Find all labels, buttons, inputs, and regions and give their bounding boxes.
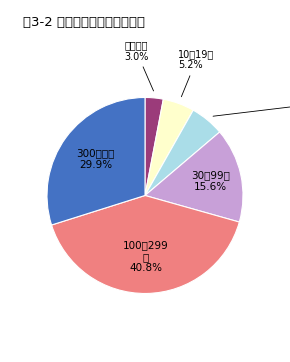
Wedge shape — [145, 110, 220, 195]
Text: 20～29人
5.6%: 20～29人 5.6% — [213, 93, 290, 116]
Text: 10～19人
5.2%: 10～19人 5.2% — [178, 49, 215, 97]
Wedge shape — [145, 97, 163, 195]
Text: 30～99人
15.6%: 30～99人 15.6% — [191, 171, 230, 192]
Wedge shape — [52, 195, 239, 294]
Wedge shape — [145, 132, 243, 222]
Text: 300人以上
29.9%: 300人以上 29.9% — [77, 148, 115, 170]
Text: 図3-2 規模別付加価値額構成比: 図3-2 規模別付加価値額構成比 — [23, 16, 145, 29]
Text: 100～299
人
40.8%: 100～299 人 40.8% — [123, 240, 169, 273]
Text: ４～９人
3.0%: ４～９人 3.0% — [124, 40, 153, 91]
Wedge shape — [145, 99, 193, 195]
Wedge shape — [47, 97, 145, 225]
